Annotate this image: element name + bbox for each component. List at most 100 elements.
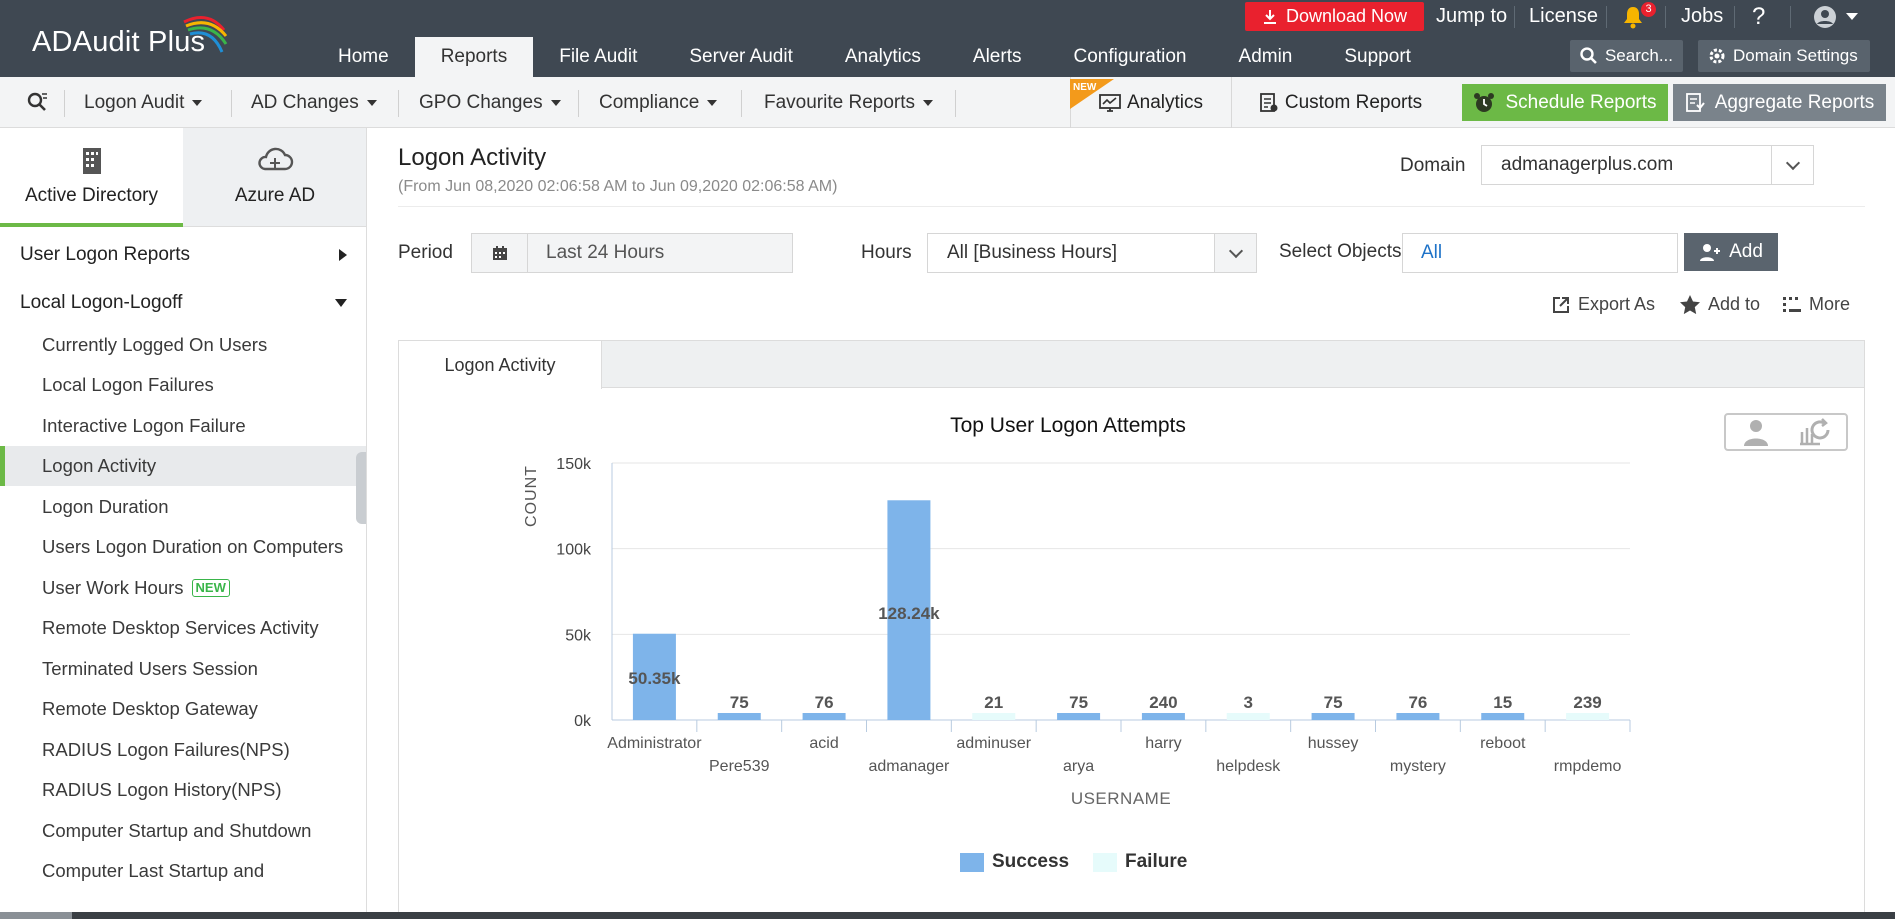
help-icon[interactable]: ? <box>1752 2 1766 30</box>
sidebar-item-interactive-logon-failure[interactable]: Interactive Logon Failure <box>42 415 246 436</box>
user-avatar-icon[interactable] <box>1813 5 1837 29</box>
aggregate-reports-label: Aggregate Reports <box>1714 91 1875 113</box>
sidebar-item-logon-duration[interactable]: Logon Duration <box>42 496 169 517</box>
sidebar-item-remote-desktop-services-activity[interactable]: Remote Desktop Services Activity <box>42 617 319 638</box>
menu-compliance[interactable]: Compliance <box>599 77 718 128</box>
export-icon <box>1553 296 1569 313</box>
sidebar-item-local-logon-failures[interactable]: Local Logon Failures <box>42 374 214 395</box>
add-to-button[interactable]: Add to <box>1680 294 1760 315</box>
download-now-button[interactable]: Download Now <box>1245 2 1424 31</box>
domain-select-value: admanagerplus.com <box>1501 154 1674 175</box>
legend-swatch-success <box>960 852 984 872</box>
sidebar-item-label: User Work Hours <box>42 577 184 598</box>
download-icon <box>1263 9 1276 24</box>
sidebar-tab-active-directory[interactable]: Active Directory <box>0 128 183 227</box>
schedule-reports-button[interactable]: Schedule Reports <box>1462 84 1668 121</box>
caret-down-icon <box>335 299 347 307</box>
tab-alerts[interactable]: Alerts <box>972 46 1022 67</box>
analytics-label: Analytics <box>1126 91 1204 113</box>
sidebar-collapse-handle[interactable] <box>356 452 366 524</box>
sidebar-group-user-logon-reports[interactable]: User Logon Reports <box>20 244 347 266</box>
alarm-clock-icon <box>1474 92 1495 112</box>
tab-file-audit[interactable]: File Audit <box>559 46 638 67</box>
tab-home[interactable]: Home <box>338 46 389 67</box>
chart-refresh-icon[interactable] <box>1798 418 1832 446</box>
sidebar-item-computer-last-startup[interactable]: Computer Last Startup and <box>42 860 265 881</box>
sidebar-item-user-work-hours[interactable]: User Work Hours NEW <box>0 568 366 608</box>
sidebar-group-local-logon-logoff[interactable]: Local Logon-Logoff <box>20 292 347 314</box>
schedule-reports-label: Schedule Reports <box>1505 91 1657 113</box>
new-ribbon-text: NEW <box>1073 82 1097 93</box>
report-search-icon[interactable] <box>26 91 48 113</box>
star-icon <box>1680 295 1700 314</box>
domain-settings-label: Domain Settings <box>1733 46 1858 65</box>
sidebar-item-remote-desktop-gateway[interactable]: Remote Desktop Gateway <box>42 698 258 719</box>
jobs-link[interactable]: Jobs <box>1681 5 1724 27</box>
chevron-down-icon <box>1771 146 1813 184</box>
sidebar-item-radius-logon-history[interactable]: RADIUS Logon History(NPS) <box>42 779 282 800</box>
legend-item-success[interactable]: Success <box>960 851 1069 873</box>
tab-server-audit[interactable]: Server Audit <box>689 46 793 67</box>
tab-support[interactable]: Support <box>1344 46 1411 67</box>
gear-icon <box>1709 48 1725 64</box>
caret-down-icon <box>550 99 561 106</box>
new-badge: NEW <box>191 579 230 597</box>
sidebar-tab-active-directory-label: Active Directory <box>24 184 159 206</box>
menu-gpo-changes[interactable]: GPO Changes <box>419 77 561 128</box>
tab-analytics[interactable]: Analytics <box>844 46 921 67</box>
menu-favourite-reports[interactable]: Favourite Reports <box>764 77 934 128</box>
user-filter-icon[interactable] <box>1740 418 1770 446</box>
period-picker[interactable]: Last 24 Hours <box>471 233 793 273</box>
chevron-down-icon <box>1214 234 1256 272</box>
main-nav: Home Reports File Audit Server Audit Ana… <box>312 37 1437 77</box>
subnav-divider <box>231 90 232 117</box>
add-to-label: Add to <box>1708 294 1761 314</box>
download-now-label: Download Now <box>1285 6 1408 26</box>
tab-reports[interactable]: Reports <box>414 37 534 77</box>
aggregate-reports-button[interactable]: Aggregate Reports <box>1673 84 1886 121</box>
domain-select[interactable]: admanagerplus.com <box>1481 145 1814 185</box>
hours-select-value: All [Business Hours] <box>947 242 1118 263</box>
sidebar-item-radius-logon-failures[interactable]: RADIUS Logon Failures(NPS) <box>42 739 290 760</box>
sidebar-group-label: Local Logon-Logoff <box>20 292 183 313</box>
menu-logon-audit[interactable]: Logon Audit <box>84 77 203 128</box>
subnav-divider <box>64 90 65 117</box>
select-objects-input[interactable]: All <box>1402 233 1678 273</box>
jump-to-link[interactable]: Jump to <box>1436 5 1508 27</box>
tab-logon-activity[interactable]: Logon Activity <box>399 341 602 389</box>
menu-gpo-changes-label: GPO Changes <box>419 91 543 113</box>
sidebar-item-logon-activity[interactable]: Logon Activity <box>0 446 366 486</box>
legend-item-failure[interactable]: Failure <box>1093 851 1187 873</box>
add-user-icon <box>1700 244 1721 261</box>
custom-reports-link[interactable]: Custom Reports <box>1231 77 1449 128</box>
tab-admin[interactable]: Admin <box>1238 46 1293 67</box>
tab-configuration[interactable]: Configuration <box>1073 46 1187 67</box>
sidebar-item-currently-logged-on-users[interactable]: Currently Logged On Users <box>42 334 268 355</box>
period-label: Period <box>398 242 453 263</box>
user-menu-caret-icon[interactable] <box>1846 13 1858 21</box>
bottom-scrollbar[interactable] <box>0 912 1895 919</box>
monitor-chart-icon <box>1099 93 1121 112</box>
sidebar-tab-azure-ad[interactable]: Azure AD <box>183 128 366 227</box>
domain-settings-button[interactable]: Domain Settings <box>1698 40 1870 72</box>
hours-select[interactable]: All [Business Hours] <box>927 233 1257 273</box>
chart-toolbar <box>1724 413 1848 451</box>
add-objects-button[interactable]: Add <box>1684 233 1778 271</box>
subnav-divider <box>741 90 742 117</box>
sidebar-item-terminated-users-session[interactable]: Terminated Users Session <box>42 658 258 679</box>
sidebar-group-label: User Logon Reports <box>20 244 191 265</box>
sidebar-item-computer-startup-and-shutdown[interactable]: Computer Startup and Shutdown <box>42 820 312 841</box>
legend-label-success: Success <box>992 851 1070 872</box>
search-button[interactable]: Search... <box>1570 40 1683 72</box>
bell-icon[interactable] <box>1622 5 1644 29</box>
header-divider <box>1734 6 1735 28</box>
custom-reports-label: Custom Reports <box>1284 91 1423 113</box>
menu-ad-changes[interactable]: AD Changes <box>251 77 377 128</box>
report-tab-bar <box>399 341 1864 388</box>
app-logo[interactable]: ADAudit Plus <box>32 26 206 58</box>
sidebar-item-users-logon-duration-on-computers[interactable]: Users Logon Duration on Computers <box>42 536 344 557</box>
export-as-button[interactable]: Export As <box>1552 294 1655 315</box>
license-link[interactable]: License <box>1529 5 1598 27</box>
cloud-icon <box>258 147 294 171</box>
more-button[interactable]: More <box>1783 294 1850 315</box>
